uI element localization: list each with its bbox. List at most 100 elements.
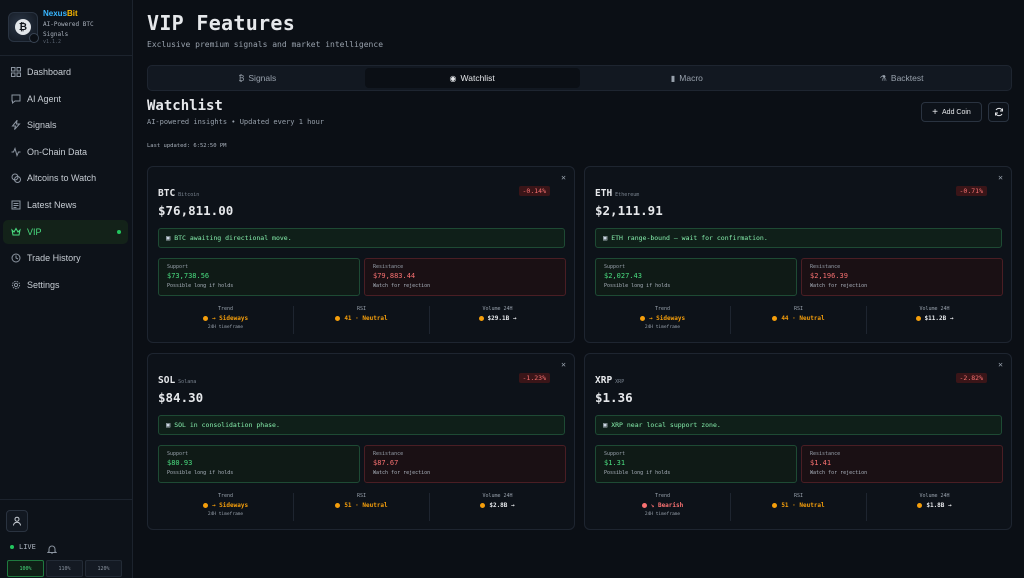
resistance-box: Resistance $87.67 Watch for rejection (364, 445, 566, 483)
user-button[interactable] (6, 510, 28, 532)
insight-text: XRP near local support zone. (611, 421, 721, 429)
resistance-label: Resistance (810, 451, 841, 457)
support-hint: Possible long if holds (167, 283, 234, 289)
brand[interactable]: ₿ NexusBit AI-Powered BTC Signals v1.1.2 (8, 9, 128, 49)
trend-label: Trend (217, 306, 234, 312)
trend-timeframe: 24H timeframe (644, 325, 681, 330)
sidebar-item-settings[interactable]: Settings (3, 273, 128, 297)
add-coin-label: Add Coin (942, 108, 971, 116)
vip-tabs: ₿ Signals ◉ Watchlist ▮ Macro ⚗ Backtest (147, 65, 1012, 91)
volume-text: $29.1B → (487, 315, 517, 322)
sidebar-item-label: VIP (27, 226, 42, 237)
refresh-button[interactable] (988, 102, 1009, 122)
sidebar-item-signals[interactable]: Signals (3, 113, 128, 137)
trend-label: Trend (654, 306, 671, 312)
last-updated: Last updated: 6:52:50 PM (147, 143, 227, 149)
trend-timeframe: 24H timeframe (207, 512, 244, 517)
coin-card-sol: ✕ SOL Solana $84.30 -1.23% ▣ SOL in consol… (147, 353, 575, 530)
trend-stat: Trend → Sideways 24H timeframe (158, 493, 294, 521)
support-value: $1.31 (604, 459, 626, 467)
rsi-stat: RSI 51 · Neutral (731, 493, 867, 521)
sidebar-item-on-chain-data[interactable]: On-Chain Data (3, 140, 128, 164)
sidebar-item-altcoins[interactable]: Altcoins to Watch (3, 166, 128, 190)
sidebar-item-dashboard[interactable]: Dashboard (3, 60, 128, 84)
resistance-label: Resistance (373, 264, 404, 270)
zoom-option-110[interactable]: 110% (46, 560, 83, 577)
rsi-text: 51 · Neutral (781, 502, 825, 509)
refresh-icon (994, 107, 1003, 117)
resistance-hint: Watch for rejection (810, 283, 868, 289)
coin-ticker: BTC (158, 188, 176, 199)
close-icon[interactable]: ✕ (561, 173, 566, 182)
brand-tagline: AI-Powered BTC Signals (43, 21, 94, 38)
close-icon[interactable]: ✕ (561, 360, 566, 369)
section-title: Watchlist (147, 98, 223, 114)
coin-ticker: XRP (595, 375, 613, 386)
tab-backtest[interactable]: ⚗ Backtest (794, 68, 1009, 88)
support-value: $73,738.56 (167, 272, 210, 280)
resistance-label: Resistance (373, 451, 404, 457)
change-badge: -2.82% (955, 373, 987, 383)
tab-label: Macro (679, 73, 703, 83)
add-coin-button[interactable]: + Add Coin (921, 102, 982, 122)
tab-macro[interactable]: ▮ Macro (580, 68, 795, 88)
live-dot (10, 545, 14, 549)
sidebar-item-ai-agent[interactable]: AI Agent (3, 87, 128, 111)
plus-icon: + (932, 106, 939, 118)
resistance-hint: Watch for rejection (373, 283, 431, 289)
sidebar-item-vip[interactable]: VIP (3, 219, 128, 244)
zoom-option-120[interactable]: 120% (85, 560, 122, 577)
brand-logo: ₿ (8, 12, 39, 43)
live-label: LIVE (19, 543, 36, 551)
trend-timeframe: 24H timeframe (644, 512, 681, 517)
rsi-value: 51 · Neutral (294, 502, 429, 509)
sidebar-item-label: Settings (27, 279, 60, 290)
gear-icon (10, 279, 21, 290)
sidebar-item-latest-news[interactable]: Latest News (3, 193, 128, 217)
status-dot (202, 503, 208, 508)
page-title: VIP Features (147, 11, 296, 35)
brand-version: v1.1.2 (43, 39, 62, 45)
zoom-option-100[interactable]: 100% (7, 560, 44, 577)
close-icon[interactable]: ✕ (998, 360, 1003, 369)
trend-text: → Sideways (211, 315, 249, 322)
bar-chart-icon: ▮ (670, 73, 676, 83)
ai-insight: ▣ SOL in consolidation phase. (158, 415, 565, 435)
status-dot (480, 503, 486, 508)
trend-text: ↘ Bearish (650, 502, 684, 509)
rsi-stat: RSI 44 · Neutral (731, 306, 867, 334)
coin-price: $76,811.00 (158, 203, 234, 218)
crown-icon (10, 226, 21, 237)
resistance-value: $1.41 (810, 459, 832, 467)
tab-signals[interactable]: ₿ Signals (150, 68, 365, 88)
trend-stat: Trend → Sideways 24H timeframe (158, 306, 294, 334)
support-box: Support $1.31 Possible long if holds (595, 445, 797, 483)
support-box: Support $80.93 Possible long if holds (158, 445, 360, 483)
resistance-value: $2,196.39 (810, 272, 848, 280)
support-label: Support (167, 451, 189, 457)
coin-name: XRP (615, 379, 625, 385)
sidebar-item-trade-history[interactable]: Trade History (3, 246, 128, 270)
active-indicator (117, 229, 121, 234)
stats-row: Trend → Sideways 24H timeframe RSI 51 · … (158, 493, 565, 521)
volume-label: Volume 24H (482, 306, 513, 312)
coin-name: Ethereum (615, 192, 640, 198)
volume-value: $29.1B → (430, 315, 565, 322)
rsi-text: 51 · Neutral (344, 502, 388, 509)
bell-icon[interactable] (46, 541, 58, 554)
rsi-text: 44 · Neutral (781, 315, 825, 322)
sidebar: ₿ NexusBit AI-Powered BTC Signals v1.1.2… (0, 0, 133, 578)
support-label: Support (604, 264, 626, 270)
close-icon[interactable]: ✕ (998, 173, 1003, 182)
cube-icon: ▣ (603, 421, 608, 429)
cube-icon: ▣ (166, 234, 171, 242)
resistance-box: Resistance $2,196.39 Watch for rejection (801, 258, 1003, 296)
trend-label: Trend (654, 493, 671, 499)
coin-symbol: SOL Solana (158, 375, 196, 386)
bitcoin-icon: ₿ (238, 73, 245, 83)
volume-stat: Volume 24H $29.1B → (430, 306, 565, 334)
tab-watchlist[interactable]: ◉ Watchlist (364, 68, 580, 88)
support-hint: Possible long if holds (167, 470, 234, 476)
zoom-selector: 100% 110% 120% (7, 560, 122, 577)
cube-icon: ▣ (166, 421, 171, 429)
